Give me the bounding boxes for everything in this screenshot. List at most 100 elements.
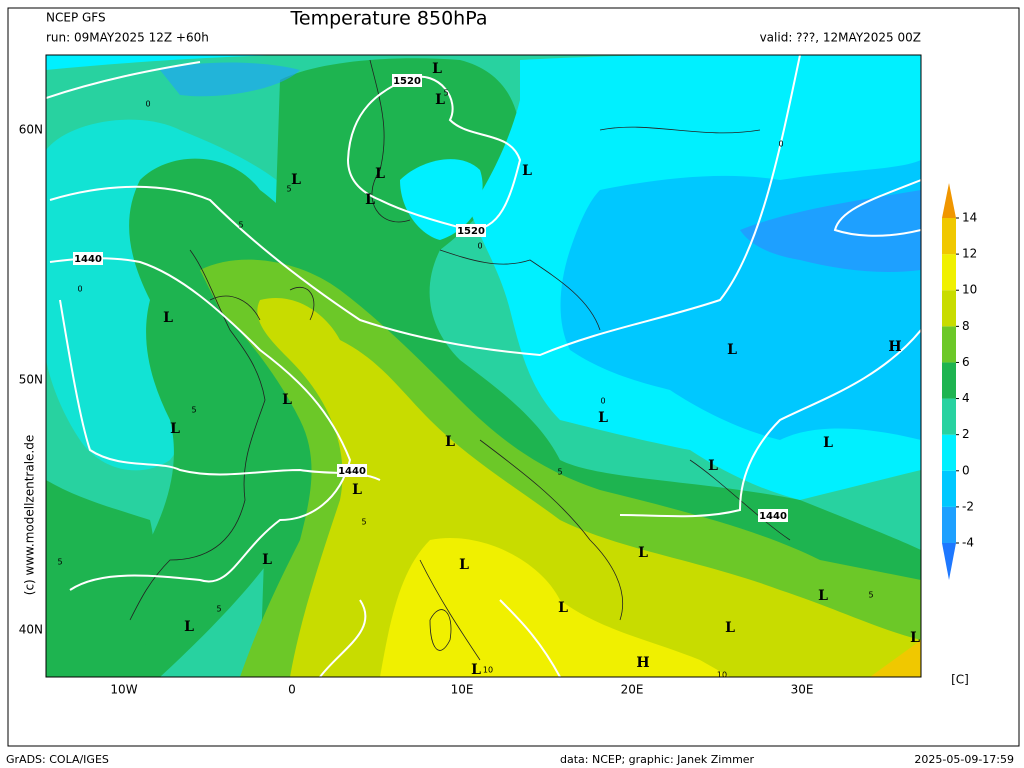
isotherm-labels: 0 5 5 0 0 0 5 5 5 5 5 0 5 5 10 10 bbox=[57, 89, 873, 680]
colorbar-tick-label: 8 bbox=[962, 319, 970, 333]
pressure-center: L bbox=[432, 61, 442, 77]
map: 1520 1520 1440 1440 1440 0 5 5 0 0 0 5 5 5 5 5 0 5 5 1… bbox=[46, 55, 921, 680]
colorbar-tick-label: 4 bbox=[962, 391, 970, 405]
footer-center: data: NCEP; graphic: Janek Zimmer bbox=[560, 753, 755, 766]
isotherm-label: 5 bbox=[57, 558, 62, 567]
field-0-2 bbox=[46, 55, 300, 70]
height-label: 1440 bbox=[759, 511, 787, 522]
label-bg bbox=[456, 224, 486, 237]
colorbar-unit: [C] bbox=[951, 673, 969, 687]
field-10-12 bbox=[380, 538, 730, 677]
field-0-2 bbox=[400, 159, 483, 240]
isotherm-label: 5 bbox=[443, 89, 448, 98]
pressure-center: L bbox=[365, 192, 375, 208]
lat-label: 40N bbox=[19, 623, 43, 637]
height-contour bbox=[319, 599, 561, 677]
height-contour bbox=[59, 299, 381, 481]
isotherm-label: 0 bbox=[477, 242, 482, 251]
frame bbox=[7, 7, 1020, 747]
pressure-center: L bbox=[727, 342, 737, 358]
colorbar-tick-label: -4 bbox=[962, 536, 974, 550]
colorbar-band bbox=[942, 470, 956, 507]
pressure-center: L bbox=[291, 172, 301, 188]
height-contour bbox=[833, 179, 921, 237]
colorbar-band bbox=[942, 290, 956, 327]
label-bg bbox=[392, 74, 422, 87]
footer-right: 2025-05-09-17:59 bbox=[914, 753, 1014, 766]
footer-left: GrADS: COLA/IGES bbox=[6, 753, 109, 766]
pressure-center: L bbox=[459, 557, 469, 573]
colorbar-tick-label: 6 bbox=[962, 355, 970, 369]
isotherm-label: 0 bbox=[145, 100, 150, 109]
label-bg bbox=[337, 464, 367, 477]
height-contour bbox=[46, 61, 201, 99]
colorbar-tick-label: -2 bbox=[962, 499, 974, 513]
colorbar-band bbox=[942, 506, 956, 543]
colorbar-band bbox=[942, 434, 956, 471]
isotherm-label: 0 bbox=[778, 140, 783, 149]
pressure-center: L bbox=[471, 662, 481, 678]
colorbar-arrow-low bbox=[942, 543, 956, 580]
field-neg4-neg2 bbox=[740, 190, 921, 272]
isotherm-label: 5 bbox=[191, 406, 196, 415]
isotherm-label: 10 bbox=[717, 671, 727, 680]
pressure-center: L bbox=[435, 92, 445, 108]
pressure-center: L bbox=[184, 619, 194, 635]
pressure-center: H bbox=[636, 655, 649, 671]
colorbar-tick-label: 0 bbox=[962, 463, 970, 477]
lon-label: 30E bbox=[791, 683, 814, 697]
height-label: 1440 bbox=[338, 466, 366, 477]
title: Temperature 850hPa bbox=[290, 8, 488, 30]
credit: (c) www.modellzentrale.de bbox=[23, 435, 37, 595]
lon-label: 0 bbox=[288, 683, 296, 697]
pressure-center: L bbox=[558, 600, 568, 616]
pressure-center: L bbox=[638, 545, 648, 561]
isotherm-label: 5 bbox=[238, 221, 243, 230]
label-bg bbox=[758, 509, 788, 522]
lon-label: 10W bbox=[110, 683, 137, 697]
isotherm-label: 5 bbox=[286, 185, 291, 194]
height-label: 1520 bbox=[457, 226, 485, 237]
height-contour bbox=[49, 55, 801, 357]
isotherm-label: 0 bbox=[600, 397, 605, 406]
pressure-center: H bbox=[888, 339, 901, 355]
isotherm-label: 5 bbox=[557, 468, 562, 477]
height-label: 1440 bbox=[74, 254, 102, 265]
pressure-center: L bbox=[725, 620, 735, 636]
pressure-center: L bbox=[522, 163, 532, 179]
pressure-center: L bbox=[445, 434, 455, 450]
valid: valid: ???, 12MAY2025 00Z bbox=[760, 31, 921, 45]
pressure-center: L bbox=[708, 458, 718, 474]
height-contour bbox=[619, 329, 921, 518]
colorbar-tick-label: 12 bbox=[962, 247, 977, 261]
colorbar-tick-label: 14 bbox=[962, 211, 977, 225]
colorbar-band bbox=[942, 326, 956, 363]
field-12-14 bbox=[870, 640, 921, 677]
isotherm-label: 5 bbox=[361, 518, 366, 527]
pressure-center: L bbox=[823, 435, 833, 451]
model: NCEP GFS bbox=[46, 11, 106, 25]
label-bg bbox=[73, 252, 103, 265]
pressure-center: L bbox=[282, 392, 292, 408]
isotherm-label: 0 bbox=[77, 285, 82, 294]
isotherm-label: 10 bbox=[483, 666, 493, 675]
colorbar: -4 -2 0 2 4 6 8 10 12 14 bbox=[942, 183, 977, 580]
pressure-center: L bbox=[352, 482, 362, 498]
field-neg4-neg2 bbox=[160, 62, 300, 97]
colorbar-band bbox=[942, 254, 956, 291]
lon-label: 20E bbox=[621, 683, 644, 697]
colorbar-band bbox=[942, 218, 956, 255]
pressure-center: L bbox=[598, 410, 608, 426]
pressure-center: L bbox=[818, 588, 828, 604]
lon-label: 10E bbox=[451, 683, 474, 697]
pressure-center: L bbox=[910, 630, 920, 646]
colorbar-tick-label: 10 bbox=[962, 283, 977, 297]
height-label: 1520 bbox=[393, 76, 421, 87]
pressure-center: L bbox=[375, 166, 385, 182]
colorbar-arrow-high bbox=[942, 183, 956, 218]
colorbar-band bbox=[942, 362, 956, 399]
map-border bbox=[45, 54, 922, 678]
height-contour bbox=[49, 257, 352, 591]
